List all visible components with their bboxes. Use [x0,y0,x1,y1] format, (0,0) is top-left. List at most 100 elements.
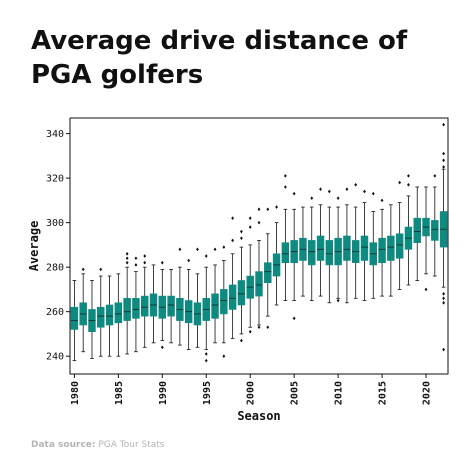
outlier-point-2008-0 [319,187,322,192]
box-2008 [316,187,325,297]
box-2022 [439,122,448,352]
box-2009 [325,189,334,304]
box-2020 [422,186,430,292]
box-1983 [97,267,105,357]
iqr-box-2008 [316,235,325,261]
box-1989 [149,264,158,344]
y-tick-label-320: 320 [46,174,64,185]
iqr-box-2001 [255,271,263,297]
outlier-point-2010-1 [336,298,340,303]
iqr-box-1987 [132,298,140,319]
box-2013 [360,189,369,301]
outlier-point-2015-0 [380,198,384,203]
outlier-point-1995-1 [204,358,208,363]
box-1984 [105,275,114,357]
box-1993 [184,258,193,350]
outlier-point-1990-1 [160,260,164,265]
chart-title-line-1: Average drive distance of [31,26,408,56]
box-2002 [264,207,272,330]
iqr-box-1984 [105,304,114,326]
iqr-box-1998 [228,284,237,310]
box-2014 [369,191,378,299]
outlier-point-2018-0 [407,182,410,187]
box-2003 [272,205,281,306]
box-1985 [114,273,123,357]
x-tick-label-2015: 2015 [378,381,389,405]
data-source-label: Data source: [31,440,96,450]
box-1996 [211,247,219,344]
box-1994 [193,247,202,348]
outlier-point-2022-4 [442,292,446,296]
iqr-box-2016 [387,235,395,261]
box-2019 [413,186,421,281]
box-1998 [228,216,237,339]
outlier-point-1999-1 [240,236,243,241]
outlier-point-1988-1 [143,254,147,258]
outlier-point-1998-0 [231,238,235,243]
outlier-point-2022-3 [442,165,446,169]
outlier-point-1986-1 [125,256,129,261]
iqr-box-1996 [211,293,219,319]
box-1995 [202,254,210,363]
x-axis: 1980 1985 1990 1995 2000 2005 2010 2015 2020 [70,374,433,405]
outlier-point-1993-0 [187,258,191,263]
outlier-point-1999-2 [240,229,243,234]
outlier-point-1999-0 [240,338,243,343]
box-2010 [334,196,342,303]
outlier-point-2000-2 [248,216,252,220]
outlier-point-2000-1 [248,225,252,229]
outlier-point-1987-0 [134,263,138,267]
outlier-point-2009-0 [327,189,331,194]
iqr-box-2021 [431,220,439,241]
outlier-point-2012-0 [354,182,358,187]
iqr-box-2007 [308,240,316,266]
iqr-box-2013 [360,235,369,261]
box-2017 [395,180,404,290]
box-2000 [246,216,254,334]
iqr-box-2002 [264,262,272,284]
outlier-point-1986-0 [125,260,129,265]
x-tick-label-1980: 1980 [70,381,81,405]
iqr-box-2004 [281,242,290,263]
box-2004 [281,174,290,301]
x-tick-label-1985: 1985 [114,381,125,405]
outlier-point-1992-0 [178,247,182,252]
x-tick-label-1995: 1995 [202,381,213,405]
box-2016 [387,204,395,297]
box-2006 [299,206,307,297]
box-2021 [431,174,439,277]
box-1980 [70,280,79,362]
outlier-point-1983-0 [99,267,103,272]
iqr-box-2019 [413,217,421,243]
outlier-point-2010-0 [336,196,340,200]
outlier-point-2022-5 [442,296,446,301]
outlier-point-1997-1 [222,245,226,249]
outlier-point-1994-0 [196,247,199,252]
outlier-point-2002-0 [266,325,270,330]
iqr-box-1980 [70,306,79,330]
box-series [70,122,448,363]
box-1988 [140,254,149,348]
outlier-point-2022-0 [442,122,446,127]
outlier-point-1990-0 [160,345,164,350]
y-tick-label-260: 260 [46,307,64,318]
outlier-point-2005-1 [292,191,296,196]
box-1997 [220,245,228,358]
data-source-value: PGA Tour Stats [98,440,165,450]
iqr-box-2015 [378,237,386,263]
box-1987 [132,256,140,353]
outlier-point-2000-0 [248,329,252,334]
x-tick-label-1990: 1990 [158,381,169,405]
outlier-point-1998-1 [231,216,235,220]
box-1999 [237,229,246,343]
iqr-box-1985 [114,302,123,324]
outlier-point-1988-0 [143,260,147,265]
y-tick-label-280: 280 [46,263,64,274]
iqr-box-1983 [97,306,105,328]
y-tick-label-340: 340 [46,129,64,140]
outlier-point-2003-0 [275,205,278,209]
outlier-point-2001-1 [257,220,261,225]
chart-title-line-2: PGA golfers [31,60,204,90]
iqr-box-2011 [343,235,351,261]
outlier-point-2017-0 [398,180,402,185]
